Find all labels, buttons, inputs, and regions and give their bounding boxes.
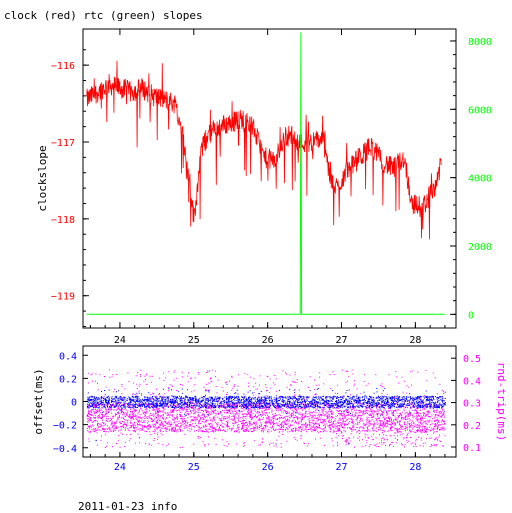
y2-tick-label: 0.4 <box>463 376 481 387</box>
x-tick-label: 25 <box>188 462 200 473</box>
clock-slope-plot: 24 25 26 27 28 −116 −117 −118 −119 0 2000 4000 6000 8… <box>36 28 492 346</box>
x-tick-label: 26 <box>262 462 274 473</box>
y2-tick-label: 6000 <box>468 105 492 116</box>
y2-axis-label: rnd-trip(ms) <box>495 362 508 441</box>
x-tick-label: 27 <box>335 462 347 473</box>
y-tick-label: −0.2 <box>53 421 77 432</box>
y2-tick-label: 2000 <box>468 242 492 253</box>
offset-points <box>86 370 446 445</box>
x-tick-label: 26 <box>262 335 274 346</box>
y-tick-label: −118 <box>51 215 75 226</box>
chart-title: clock (red) rtc (green) slopes <box>4 9 203 22</box>
x-tick-label: 27 <box>335 335 347 346</box>
x-tick-label: 24 <box>114 335 126 346</box>
y-tick-label: −0.4 <box>53 444 77 455</box>
y2-tick-label: 0 <box>468 310 474 321</box>
offset-rndtrip-plot: 24 25 26 27 28 0.4 0.2 0 −0.2 −0.4 0.1 0.2 0.3 0.4 0.5… <box>32 345 508 473</box>
y2-tick-label: 8000 <box>468 37 492 48</box>
x-tick-label: 28 <box>409 462 421 473</box>
footer-date-info: 2011-01-23 info <box>78 500 178 513</box>
x-tick-label: 24 <box>114 462 126 473</box>
rtc-slope-series <box>86 32 445 315</box>
x-tick-label: 28 <box>409 335 421 346</box>
y2-tick-label: 0.5 <box>463 354 481 365</box>
y2-tick-label: 0.1 <box>463 443 481 454</box>
y-tick-label: 0.4 <box>59 351 77 362</box>
y-tick-label: −119 <box>51 292 75 303</box>
clock-slope-series <box>86 60 442 240</box>
top-plot-frame <box>82 28 457 329</box>
y-axis-label: clockslope <box>36 145 49 211</box>
y-tick-label: −117 <box>51 138 75 149</box>
y2-tick-label: 4000 <box>468 174 492 185</box>
rndtrip-points <box>86 369 446 448</box>
x-tick-label: 25 <box>188 335 200 346</box>
y2-tick-label: 0.3 <box>463 399 481 410</box>
y-axis-label: offset(ms) <box>32 368 45 434</box>
y2-tick-label: 0.2 <box>463 421 481 432</box>
y-tick-label: 0.2 <box>59 374 77 385</box>
y-tick-label: −116 <box>51 61 75 72</box>
y-tick-label: 0 <box>71 398 77 409</box>
